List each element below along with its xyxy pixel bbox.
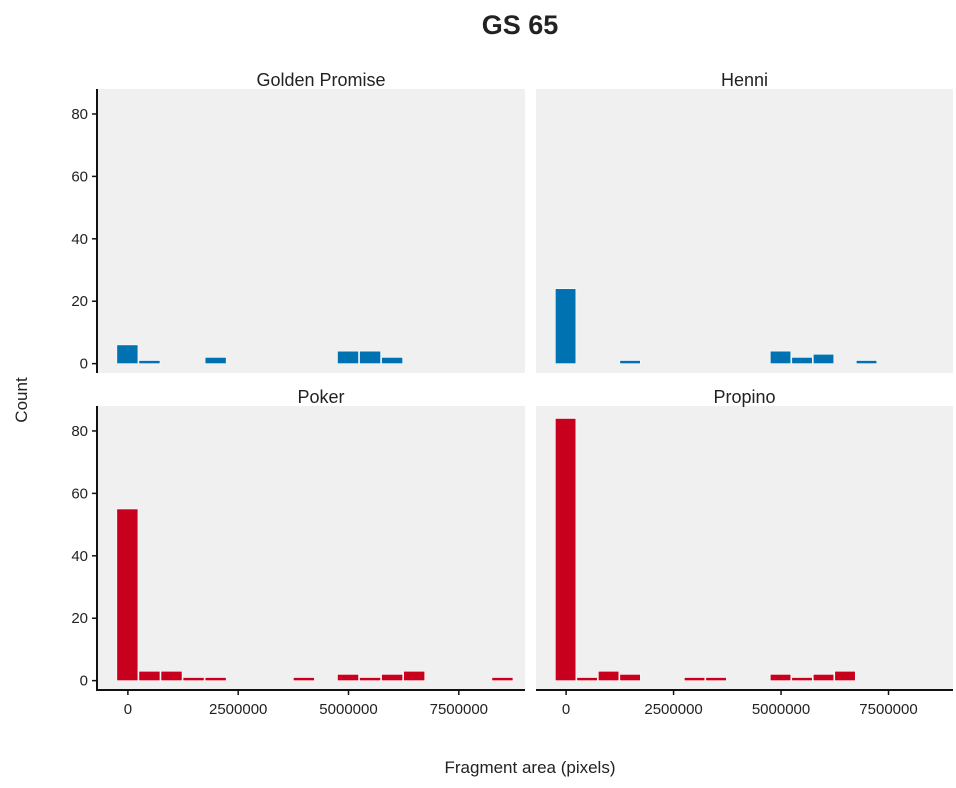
histogram-bar [812,353,835,364]
x-tick-label: 2500000 [644,701,702,718]
histogram-bar [769,674,792,681]
histogram-bar [204,677,227,681]
histogram-bar [381,674,403,681]
histogram-bar [359,677,381,681]
y-tick-label: 0 [80,356,88,373]
y-tick-label: 80 [71,106,88,123]
histogram-bar [619,674,641,681]
histogram-bar [182,677,205,681]
histogram-bar [337,350,359,364]
histogram-bar [769,350,792,364]
x-axis-label: Fragment area (pixels) [444,758,615,777]
x-tick-label: 7500000 [430,701,488,718]
x-tick-label: 0 [124,701,132,718]
facet-panel-propino: Propino 0 2500000 5000000 7500000 [536,387,953,718]
histogram-bar [138,360,161,364]
histogram-bar [204,357,227,364]
histogram-bar [684,677,706,681]
x-tick-label: 5000000 [752,701,810,718]
panel-background [536,406,953,690]
panel-background [536,89,953,373]
x-tick-label: 5000000 [319,701,377,718]
chart-title: GS 65 [482,10,559,40]
y-tick-label: 40 [71,231,88,248]
histogram-bar [598,670,620,681]
panel-strip-label: Golden Promise [256,70,385,90]
histogram-bar [619,360,641,364]
histogram-bar [491,677,514,681]
y-axis-label: Count [12,377,31,423]
histogram-bar [116,508,139,681]
x-tick-label: 7500000 [859,701,917,718]
x-tick-label: 0 [562,701,570,718]
histogram-bar [555,418,577,681]
histogram-bar [138,670,161,681]
y-tick-label: 60 [71,485,88,502]
histogram-bar [705,677,727,681]
histogram-bar [576,677,598,681]
histogram-bar [791,357,813,364]
histogram-bar [812,674,835,681]
panel-strip-label: Henni [721,70,768,90]
panel-background [97,89,525,373]
histogram-bar [555,288,577,364]
facet-panel-henni: Henni [536,70,953,373]
y-tick-label: 20 [71,610,88,627]
panel-background [97,406,525,690]
histogram-bar [834,670,856,681]
panel-strip-label: Poker [297,387,344,407]
facet-panel-poker: Poker 0 20 40 60 80 0 2500000 5000000 7500000 [71,387,525,718]
histogram-bar [791,677,813,681]
y-tick-label: 60 [71,168,88,185]
panels-layer: Golden Promise 0 20 40 60 80 Henni Poker 0 20 40 60… [71,70,953,718]
histogram-bar [359,350,381,364]
y-tick-label: 40 [71,548,88,565]
x-tick-label: 2500000 [209,701,267,718]
panel-strip-label: Propino [713,387,775,407]
y-tick-label: 0 [80,673,88,690]
y-tick-label: 20 [71,293,88,310]
histogram-bar [403,670,426,681]
histogram-bar [160,670,183,681]
y-tick-label: 80 [71,423,88,440]
histogram-bar [381,357,403,364]
histogram-bar [337,674,359,681]
histogram-bar [293,677,315,681]
histogram-bar [116,344,139,364]
histogram-bar [855,360,878,364]
facet-panel-golden-promise: Golden Promise 0 20 40 60 80 [71,70,525,373]
